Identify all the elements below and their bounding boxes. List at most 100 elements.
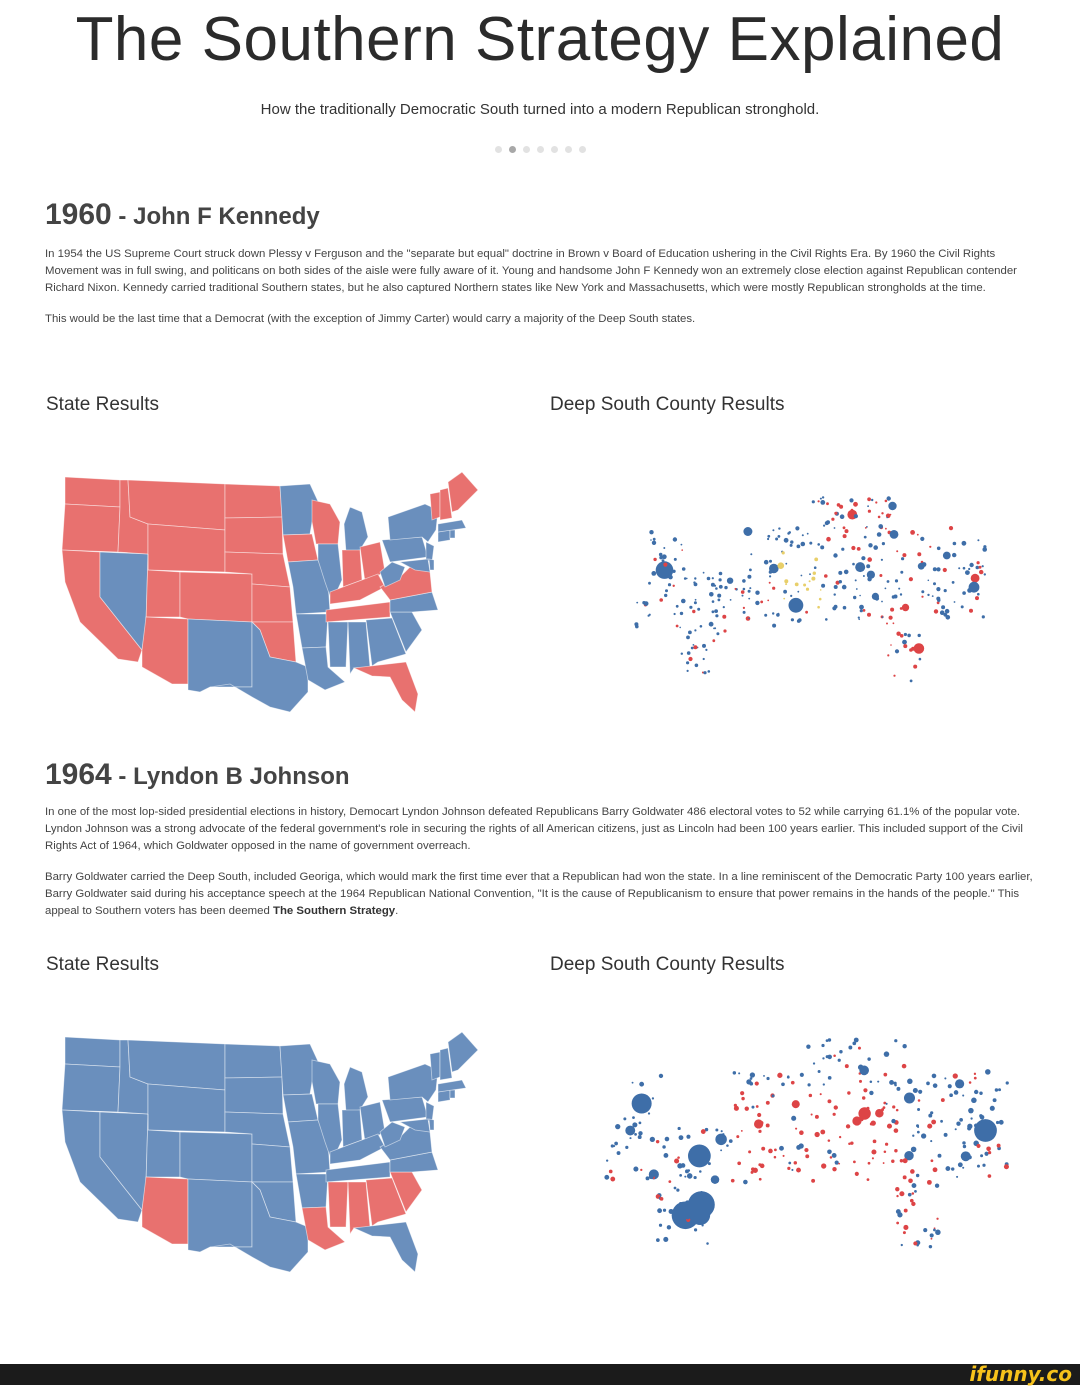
county-dot bbox=[952, 552, 957, 558]
county-dot bbox=[1005, 1081, 1009, 1085]
county-dot bbox=[878, 524, 883, 529]
county-dot bbox=[876, 532, 882, 537]
county-dot bbox=[920, 536, 925, 541]
county-dot bbox=[796, 1167, 801, 1173]
county-dot bbox=[693, 1175, 697, 1180]
county-dot bbox=[861, 556, 864, 560]
county-dot bbox=[821, 496, 825, 499]
county-dot bbox=[750, 1170, 754, 1174]
county-dot bbox=[952, 1073, 958, 1079]
county-dot bbox=[800, 541, 806, 547]
county-dot bbox=[769, 575, 772, 578]
county-dot bbox=[819, 497, 822, 500]
county-dot bbox=[896, 1194, 899, 1198]
county-dot bbox=[790, 618, 794, 622]
county-dot bbox=[632, 1116, 635, 1120]
county-dot bbox=[839, 504, 844, 509]
county-dot bbox=[640, 1168, 643, 1171]
county-dot bbox=[775, 537, 779, 541]
county-dot bbox=[819, 589, 822, 591]
state-md bbox=[398, 558, 431, 573]
section-year: 1964 bbox=[45, 758, 112, 791]
county-dot bbox=[768, 581, 771, 584]
county-dot bbox=[695, 1151, 700, 1156]
county-dot bbox=[884, 499, 888, 503]
southern-strategy-term: The Southern Strategy bbox=[272, 905, 396, 917]
county-dot bbox=[806, 532, 809, 535]
carousel-dot[interactable] bbox=[564, 146, 572, 153]
carousel-dot[interactable] bbox=[522, 146, 530, 153]
county-dot bbox=[616, 1151, 621, 1156]
county-dot bbox=[625, 1145, 629, 1150]
county-dot bbox=[863, 1088, 868, 1093]
county-dot bbox=[724, 585, 728, 590]
county-dot bbox=[608, 1169, 613, 1174]
county-dot bbox=[749, 1077, 753, 1080]
county-dot bbox=[931, 1119, 937, 1125]
county-dot bbox=[788, 597, 804, 613]
county-dot bbox=[658, 552, 663, 557]
county-dot bbox=[917, 633, 921, 638]
carousel-dot[interactable] bbox=[494, 146, 502, 153]
county-dot bbox=[804, 1147, 809, 1153]
county-dot bbox=[748, 617, 750, 620]
carousel-dot[interactable] bbox=[550, 146, 558, 153]
county-dot bbox=[862, 609, 866, 612]
county-dot bbox=[650, 539, 652, 541]
county-dot bbox=[649, 530, 654, 535]
county-dot bbox=[678, 1202, 683, 1206]
county-dot bbox=[664, 1136, 670, 1142]
county-dot bbox=[632, 1122, 638, 1128]
county-dot bbox=[937, 599, 940, 602]
county-dot bbox=[879, 574, 883, 577]
county-dot bbox=[751, 1167, 755, 1172]
county-dot bbox=[758, 1177, 762, 1181]
carousel-dot[interactable] bbox=[536, 146, 544, 153]
county-dot bbox=[811, 500, 815, 504]
county-dot bbox=[994, 1088, 999, 1092]
county-dot bbox=[917, 562, 925, 570]
county-dot bbox=[728, 1139, 733, 1143]
county-dot bbox=[936, 546, 941, 551]
county-dot bbox=[819, 1093, 822, 1096]
county-dot bbox=[817, 543, 820, 546]
county-dot bbox=[977, 539, 980, 542]
county-dot bbox=[838, 580, 842, 584]
county-dot bbox=[944, 608, 950, 614]
county-dot bbox=[680, 652, 683, 655]
county-dot bbox=[894, 579, 899, 583]
county-dot bbox=[863, 535, 867, 539]
state-la bbox=[301, 1206, 346, 1251]
county-dot bbox=[902, 1231, 906, 1235]
county-dot bbox=[978, 565, 982, 569]
state-wa bbox=[64, 476, 121, 508]
carousel-dots[interactable] bbox=[0, 146, 1080, 153]
county-dot bbox=[881, 616, 884, 619]
county-dot bbox=[666, 1225, 672, 1230]
county-dot bbox=[910, 530, 915, 535]
county-dot bbox=[932, 567, 937, 572]
county-dot bbox=[733, 1103, 737, 1107]
county-dot bbox=[615, 1123, 621, 1130]
carousel-dot-active[interactable] bbox=[508, 146, 516, 153]
county-dot bbox=[645, 1176, 650, 1181]
county-dot bbox=[833, 527, 836, 529]
county-dot bbox=[907, 1078, 913, 1085]
county-dot bbox=[744, 1106, 749, 1111]
county-dot bbox=[899, 1191, 905, 1197]
county-dot bbox=[915, 1173, 920, 1178]
county-dot bbox=[785, 583, 788, 586]
carousel-dot[interactable] bbox=[578, 146, 586, 153]
county-dot bbox=[672, 584, 675, 587]
county-dot bbox=[852, 562, 855, 566]
county-dot bbox=[694, 577, 697, 580]
county-dot bbox=[814, 1114, 819, 1119]
county-dot bbox=[797, 590, 800, 593]
county-dot bbox=[930, 1140, 933, 1143]
county-dot bbox=[961, 540, 967, 546]
county-dot bbox=[975, 596, 979, 601]
county-dot bbox=[686, 635, 690, 640]
county-dot bbox=[643, 601, 649, 606]
county-dot bbox=[688, 656, 693, 662]
county-dot bbox=[998, 1119, 1004, 1125]
